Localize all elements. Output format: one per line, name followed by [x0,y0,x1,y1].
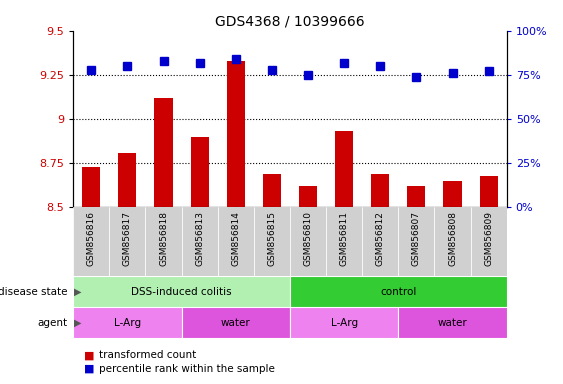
Text: ▶: ▶ [74,287,82,297]
Text: GSM856812: GSM856812 [376,211,385,266]
Bar [82,167,100,207]
Text: ▶: ▶ [74,318,82,328]
Bar [154,98,172,207]
Bar [299,186,317,207]
Text: GSM856813: GSM856813 [195,211,204,266]
Title: GDS4368 / 10399666: GDS4368 / 10399666 [215,14,365,28]
Bar [335,131,353,207]
Text: ■: ■ [84,350,95,360]
Bar [181,307,290,338]
Bar [118,152,136,207]
Bar [73,276,290,307]
Text: GSM856810: GSM856810 [303,211,312,266]
Text: L-Arg: L-Arg [114,318,141,328]
Bar [408,186,426,207]
Bar [480,175,498,207]
Bar [227,61,245,207]
Text: disease state: disease state [0,287,68,297]
Bar [263,174,281,207]
Bar [362,207,399,276]
Bar [371,174,389,207]
Text: GSM856814: GSM856814 [231,211,240,266]
Bar [218,207,254,276]
Bar [254,207,290,276]
Text: GSM856807: GSM856807 [412,211,421,266]
Bar [73,307,181,338]
Text: GSM856815: GSM856815 [267,211,276,266]
Text: GSM856816: GSM856816 [87,211,96,266]
Text: ■: ■ [84,364,95,374]
Text: transformed count: transformed count [99,350,196,360]
Text: water: water [437,318,467,328]
Text: percentile rank within the sample: percentile rank within the sample [99,364,274,374]
Text: DSS-induced colitis: DSS-induced colitis [131,287,232,297]
Bar [471,207,507,276]
Bar [191,137,209,207]
Bar [109,207,145,276]
Bar [326,207,362,276]
Text: GSM856811: GSM856811 [339,211,348,266]
Bar [444,181,462,207]
Bar [73,207,109,276]
Text: L-Arg: L-Arg [330,318,358,328]
Bar [290,276,507,307]
Bar [181,207,218,276]
Bar [145,207,181,276]
Bar [290,207,326,276]
Bar [399,207,435,276]
Text: GSM856809: GSM856809 [484,211,493,266]
Text: GSM856808: GSM856808 [448,211,457,266]
Text: control: control [380,287,417,297]
Bar [435,207,471,276]
Text: GSM856817: GSM856817 [123,211,132,266]
Text: GSM856818: GSM856818 [159,211,168,266]
Text: water: water [221,318,251,328]
Bar [290,307,399,338]
Text: agent: agent [37,318,68,328]
Bar [399,307,507,338]
